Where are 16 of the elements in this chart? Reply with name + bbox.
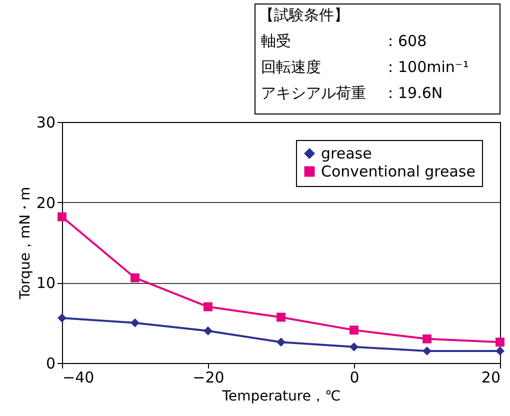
x-axis-title: Temperature，℃	[221, 388, 341, 404]
legend-label: Conventional grease	[321, 162, 476, 180]
text: 軸受：608	[261, 32, 427, 50]
legend-label: grease	[321, 144, 372, 162]
y-tick-label: 30	[36, 114, 56, 132]
text: 回転速度：100min⁻¹	[261, 58, 469, 76]
text: アキシアル荷重：19.6N	[261, 84, 443, 102]
y-axis-title: Torque，mN・m	[17, 186, 34, 300]
y-tick-label: 10	[36, 274, 56, 292]
x-tick-label: 20	[481, 368, 500, 386]
x-tick-label: 0	[350, 368, 360, 386]
x-tick-label: −20	[192, 368, 224, 386]
x-tick-label: −40	[62, 368, 94, 386]
y-tick-label: 20	[36, 194, 56, 212]
y-tick-label: 0	[46, 354, 56, 372]
text: 【試験条件】	[259, 6, 349, 24]
